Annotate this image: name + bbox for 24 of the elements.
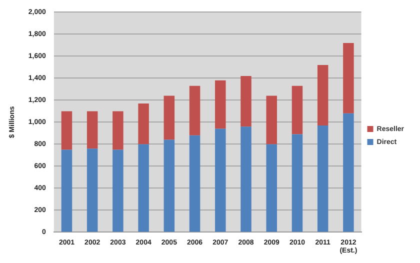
bar — [164, 96, 175, 140]
bar — [292, 134, 303, 232]
bar — [343, 43, 354, 114]
bar — [292, 86, 303, 134]
bar — [112, 111, 124, 150]
bar — [317, 65, 328, 126]
bar — [138, 104, 149, 144]
bar — [164, 140, 175, 232]
bar — [343, 113, 354, 232]
bar — [189, 135, 200, 232]
bar — [317, 126, 328, 232]
bar — [215, 80, 226, 129]
bar — [61, 111, 72, 150]
bar — [138, 144, 149, 232]
bar — [266, 96, 277, 144]
bar — [61, 150, 72, 232]
bar — [189, 86, 200, 136]
bar — [215, 128, 226, 232]
bar — [240, 126, 252, 232]
bar — [240, 76, 252, 127]
bar — [86, 148, 98, 232]
bar — [86, 111, 98, 149]
bar — [112, 150, 124, 232]
bar — [266, 144, 277, 232]
